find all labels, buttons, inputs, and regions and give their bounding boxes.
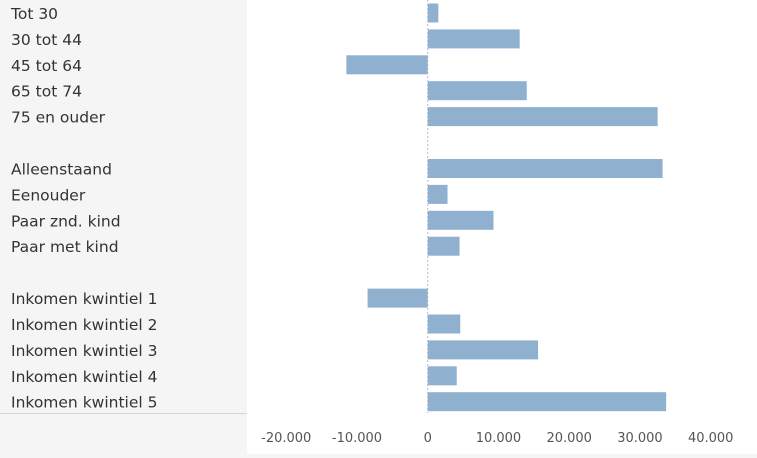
category-label: 45 tot 64: [11, 57, 82, 75]
bar[interactable]: [427, 366, 457, 386]
category-label: Inkomen kwintiel 4: [11, 368, 158, 386]
category-label: 65 tot 74: [11, 83, 82, 101]
category-label: Inkomen kwintiel 1: [11, 290, 158, 308]
x-tick-label: 40.000: [688, 431, 734, 446]
x-tick-label: 20.000: [546, 431, 592, 446]
bar[interactable]: [367, 288, 428, 308]
bar[interactable]: [427, 210, 494, 230]
bar[interactable]: [427, 29, 520, 49]
bar[interactable]: [346, 55, 428, 75]
x-tick-label: 0: [424, 431, 432, 446]
category-label: Inkomen kwintiel 2: [11, 316, 158, 334]
plot-area: -20.000 -10.000 0 10.000 20.000 30.000 40.000: [247, 0, 757, 454]
category-label: Tot 30: [10, 5, 58, 23]
category-label: Eenouder: [11, 186, 86, 204]
bar[interactable]: [427, 3, 439, 23]
bar[interactable]: [427, 340, 539, 360]
bar[interactable]: [427, 107, 658, 127]
bars-svg: -20.000 -10.000 0 10.000 20.000 30.000 40.000: [261, 0, 734, 446]
category-label: Inkomen kwintiel 3: [11, 342, 158, 360]
x-tick-label: 10.000: [476, 431, 521, 446]
bar[interactable]: [427, 392, 667, 412]
category-labels: Tot 30 30 tot 44 45 tot 64 65 tot 74 75 en o…: [10, 5, 158, 412]
category-label: Inkomen kwintiel 5: [11, 394, 158, 412]
x-tick-label: 30.000: [617, 431, 663, 446]
bar[interactable]: [427, 236, 460, 256]
category-label: Paar met kind: [11, 238, 119, 256]
bar[interactable]: [427, 184, 448, 204]
bar[interactable]: [427, 314, 461, 334]
category-label: Paar znd. kind: [11, 212, 121, 230]
x-tick-label: -10.000: [332, 431, 382, 446]
x-tick-label: -20.000: [261, 431, 311, 446]
category-label: 75 en ouder: [11, 109, 106, 127]
category-label: 30 tot 44: [11, 31, 82, 49]
category-label: Alleenstaand: [11, 161, 112, 179]
bar[interactable]: [427, 159, 663, 178]
category-label-panel: Tot 30 30 tot 44 45 tot 64 65 tot 74 75 en o…: [0, 0, 247, 414]
bar[interactable]: [427, 81, 527, 101]
